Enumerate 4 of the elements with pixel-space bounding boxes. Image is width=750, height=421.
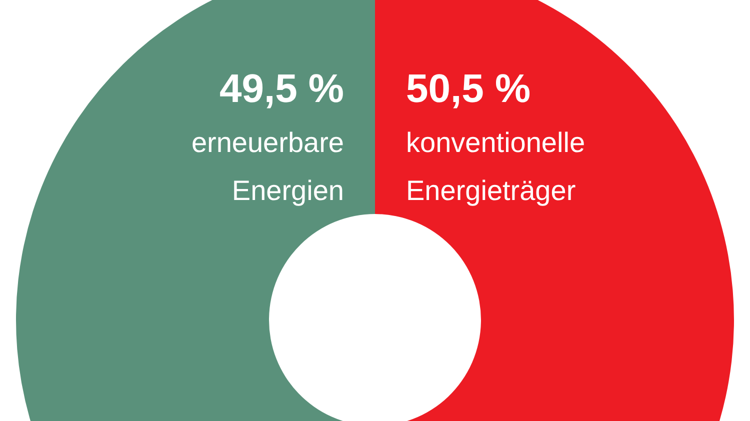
slice-label: konventionelle Energieträger — [406, 127, 586, 206]
slice-label: erneuerbare Energien — [191, 127, 344, 206]
data-label: 50,5 % — [406, 67, 531, 111]
data-label: 49,5 % — [219, 67, 344, 111]
